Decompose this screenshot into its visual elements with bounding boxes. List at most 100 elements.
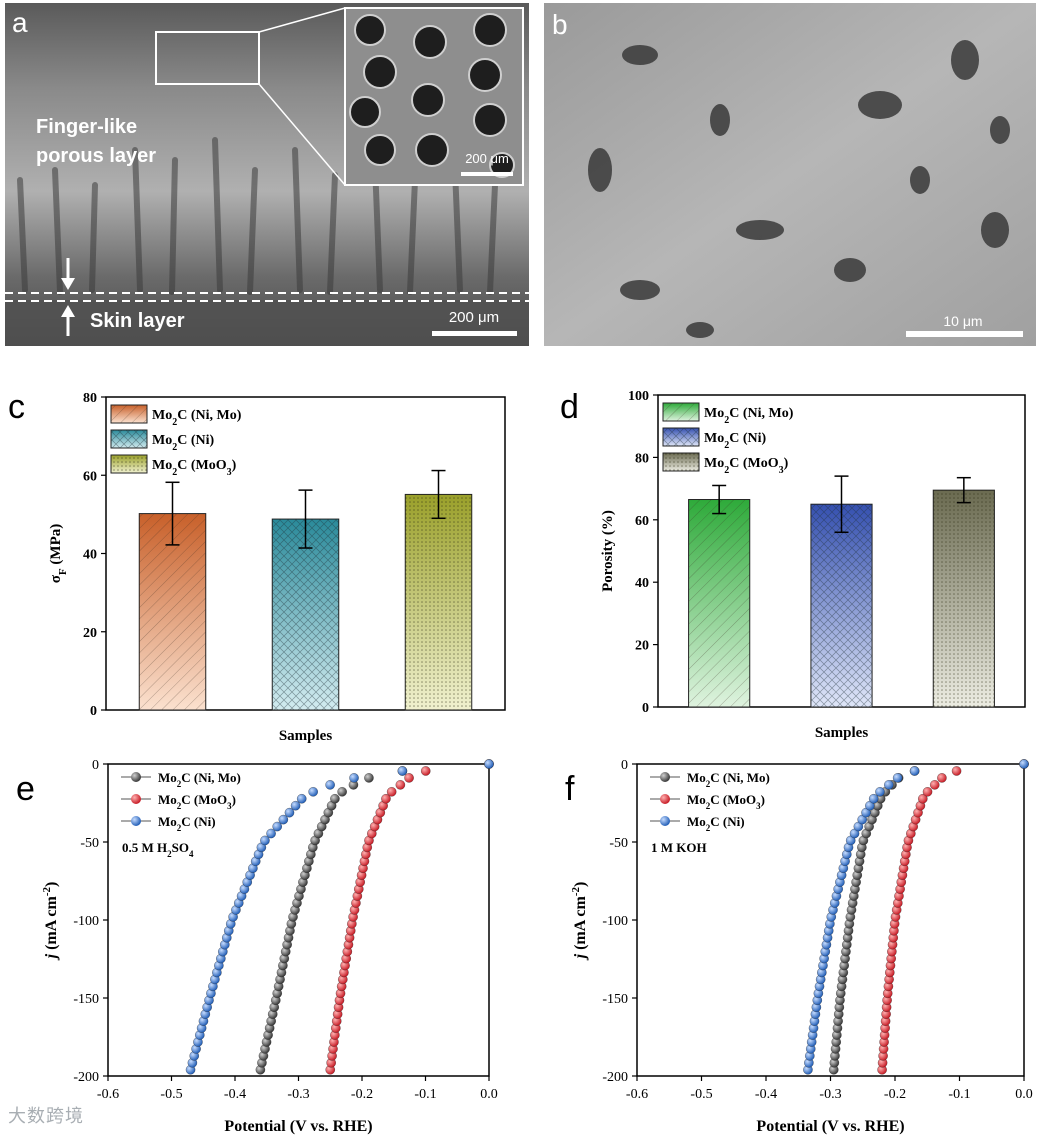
x-tick-label: -0.6	[97, 1087, 119, 1102]
data-point-3	[278, 814, 289, 825]
data-point-3	[296, 793, 307, 804]
x-tick-label: -0.3	[819, 1087, 841, 1102]
data-point-1	[337, 787, 347, 797]
y-tick-label: -50	[80, 836, 99, 851]
bar-hatch-3	[933, 490, 995, 707]
inset-scale-bar	[461, 172, 513, 176]
inset-image: 200 μm	[344, 7, 524, 186]
legend-label-2: Mo2C (Ni)	[152, 433, 215, 453]
x-tick-label: -0.5	[160, 1087, 182, 1102]
data-point-1	[364, 773, 374, 783]
y-tick-label: -100	[73, 914, 99, 929]
data-point-2	[381, 793, 391, 804]
scale-label-b: 10 μm	[943, 313, 982, 329]
legend-marker-3	[660, 816, 670, 826]
data-point-2	[395, 780, 406, 790]
inset-scale-label: 200 μm	[465, 151, 509, 166]
legend-label-1: Mo2C (Ni, Mo)	[158, 770, 241, 789]
y-tick-label: 80	[83, 391, 97, 406]
scale-bar-b	[906, 331, 1023, 337]
legend-marker-1	[131, 772, 141, 782]
watermark: 大数跨境	[8, 1106, 84, 1127]
y-axis-label: σF (MPa)	[48, 524, 69, 583]
panel-b: 10 μm b	[544, 3, 1036, 346]
data-point-2	[918, 793, 928, 804]
x-tick-label: -0.1	[948, 1087, 970, 1102]
panel-letter-d: d	[560, 388, 579, 426]
data-point-3	[349, 773, 359, 783]
y-tick-label: 60	[83, 469, 97, 484]
panel-letter-f: f	[565, 770, 575, 808]
data-point-3	[284, 807, 295, 818]
legend-label-3: Mo2C (Ni)	[687, 814, 745, 833]
data-point-2	[922, 787, 933, 797]
legend-label-2: Mo2C (MoO3)	[687, 792, 765, 811]
legend-swatch-hatch-1	[663, 403, 699, 421]
legend-label-3: Mo2C (Ni)	[158, 814, 216, 833]
data-point-3	[260, 835, 270, 846]
x-tick-label: -0.4	[755, 1087, 777, 1102]
y-tick-label: 0	[621, 758, 628, 773]
y-tick-label: 100	[628, 389, 649, 404]
electrolyte-annotation: 0.5 M H2SO4	[122, 840, 194, 859]
inset-holes	[349, 13, 515, 178]
skin-layer-region	[5, 300, 529, 346]
data-point-2	[420, 766, 431, 776]
legend-label-1: Mo2C (Ni, Mo)	[152, 408, 242, 428]
panel-letter-e: e	[16, 770, 35, 808]
data-point-2	[937, 773, 947, 783]
legend-label-2: Mo2C (MoO3)	[158, 792, 236, 811]
x-tick-label: -0.4	[224, 1087, 246, 1102]
legend-marker-2	[660, 794, 670, 804]
bar-hatch-2	[272, 519, 339, 710]
zoom-connector-bottom	[258, 83, 346, 186]
legend-label-2: Mo2C (Ni)	[704, 431, 767, 451]
zoom-connector-top	[258, 7, 346, 33]
legend-label-1: Mo2C (Ni, Mo)	[687, 770, 770, 789]
zoom-region-box	[155, 31, 260, 85]
data-point-2	[929, 780, 940, 790]
finger-like-label-line2: porous layer	[36, 145, 156, 167]
y-tick-label: 20	[635, 639, 649, 654]
bar-hatch-2	[810, 504, 873, 707]
scale-label-a: 200 μm	[449, 309, 499, 326]
panel-letter-a: a	[12, 7, 28, 38]
data-point-3	[290, 800, 301, 811]
skin-layer-arrows	[61, 258, 75, 336]
y-axis-label: Porosity (%)	[600, 510, 616, 592]
x-tick-label: 0.0	[480, 1087, 498, 1102]
data-point-1	[330, 793, 340, 804]
x-axis-label: Potential (V vs. RHE)	[756, 1118, 904, 1135]
chart-e: e -0.6 -0.5 -0.4 -0.3 -0.2 -0.1 0.0 -200 -150 -10…	[16, 758, 498, 1135]
data-point-3	[875, 787, 885, 797]
y-tick-label: 0	[92, 758, 99, 773]
y-tick-label: 0	[642, 701, 649, 716]
bar-hatch-1	[139, 513, 206, 710]
data-point-3	[397, 766, 408, 776]
chart-f: f -0.6 -0.5 -0.4 -0.3 -0.2 -0.1 0.0 -200 -150 -10…	[565, 758, 1033, 1135]
legend-swatch-hatch-2	[111, 430, 147, 448]
legend-marker-1	[660, 772, 670, 782]
scale-bar-a	[432, 331, 517, 336]
y-tick-label: 80	[635, 451, 649, 466]
y-tick-label: 60	[635, 514, 649, 529]
data-point-3	[868, 793, 879, 804]
data-point-3	[272, 821, 282, 832]
legend-swatch-hatch-3	[663, 453, 699, 471]
bar-hatch-3	[405, 494, 472, 710]
data-point-3	[884, 780, 894, 790]
legend-marker-2	[131, 794, 141, 804]
y-tick-label: -50	[609, 836, 628, 851]
legend-label-3: Mo2C (MoO3)	[152, 458, 237, 478]
electrolyte-annotation: 1 M KOH	[651, 840, 707, 855]
legend-label-3: Mo2C (MoO3)	[704, 456, 789, 476]
x-tick-label: -0.5	[690, 1087, 712, 1102]
x-tick-label: -0.2	[884, 1087, 906, 1102]
data-point-3	[484, 759, 494, 769]
y-tick-label: 0	[90, 704, 97, 719]
y-tick-label: 40	[83, 548, 97, 563]
skin-layer-label: Skin layer	[90, 310, 185, 332]
data-point-3	[308, 787, 318, 797]
data-point-2	[386, 787, 397, 797]
